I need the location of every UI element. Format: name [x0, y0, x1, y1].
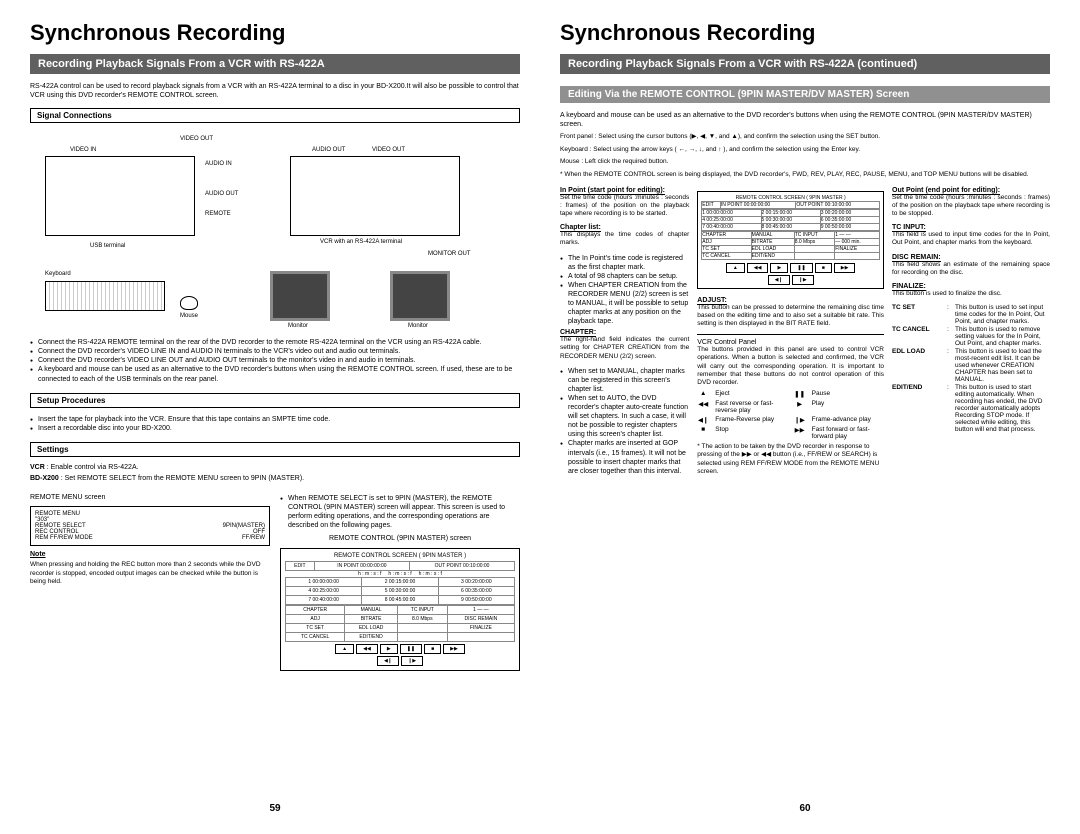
connection-bullets: Connect the RS-422A REMOTE terminal on t… — [30, 338, 520, 383]
control-line: Keyboard : Select using the arrow keys (… — [560, 146, 1050, 154]
def-text: This displays the time codes of chapter … — [560, 231, 689, 247]
rew-icon: ◀◀ — [356, 644, 378, 654]
vcr-panel-title: VCR Control Panel — [697, 339, 884, 346]
vcr-control-panel: VCR Control Panel The buttons provided i… — [697, 334, 884, 476]
dvd-recorder-device — [45, 156, 195, 236]
stop-icon: ■ — [424, 644, 441, 654]
frame-fwd-icon: ❙▶ — [401, 656, 423, 666]
note-label: Note — [30, 550, 270, 559]
control-line: * When the REMOTE CONTROL screen is bein… — [560, 171, 1050, 179]
eject-icon: ▲ — [697, 390, 709, 398]
eject-icon: ▲ — [335, 644, 354, 654]
page-59: Synchronous Recording Recording Playback… — [30, 20, 520, 814]
setting-key: BD-X200 — [30, 475, 59, 482]
bullet: Insert the tape for playback into the VC… — [30, 415, 520, 424]
vcr-note: * The action to be taken by the DVD reco… — [697, 443, 884, 477]
ff-icon: ▶▶ — [443, 644, 465, 654]
def-text: Set the time code (hours :minutes : seco… — [892, 194, 1050, 218]
signal-connections-label: Signal Connections — [30, 108, 520, 123]
setting-val: : Enable control via RS-422A. — [47, 464, 139, 471]
play-icon: ▶ — [380, 644, 398, 654]
remote-control-screen: REMOTE CONTROL SCREEN ( 9PIN MASTER ) ED… — [280, 548, 520, 671]
setup-procedures-label: Setup Procedures — [30, 393, 520, 408]
vcr-device — [290, 156, 460, 236]
control-line: Front panel : Select using the cursor bu… — [560, 133, 1050, 141]
pause-icon: ❚❚ — [794, 390, 806, 398]
label-video-out2: VIDEO OUT — [372, 147, 405, 153]
keyboard-device — [45, 281, 165, 311]
def-text: The right-hand field indicates the curre… — [560, 336, 689, 360]
bullet: Chapter marks are inserted at GOP interv… — [560, 439, 689, 475]
note-text: When pressing and holding the REC button… — [30, 561, 270, 586]
section-heading: Recording Playback Signals From a VCR wi… — [560, 54, 1050, 74]
control-line: Mouse : Left click the required button. — [560, 158, 1050, 166]
label-keyboard: Keyboard — [45, 271, 71, 277]
def-text: This field is used to input time codes f… — [892, 231, 1050, 247]
def-text: Set the time code (hours :minutes : seco… — [560, 194, 689, 218]
bullet: The In Point's time code is registered a… — [560, 254, 689, 272]
stop-icon: ■ — [697, 426, 709, 440]
page-title: Synchronous Recording — [560, 20, 1050, 46]
subsection-heading: Editing Via the REMOTE CONTROL (9PIN MAS… — [560, 86, 1050, 103]
page-number: 59 — [30, 803, 520, 814]
play-icon: ▶ — [794, 400, 806, 414]
setup-bullets: Insert the tape for playback into the VC… — [30, 415, 520, 433]
label-audio-out: AUDIO OUT — [205, 191, 238, 197]
section-heading: Recording Playback Signals From a VCR wi… — [30, 54, 520, 74]
label-monitor2: Monitor — [408, 323, 428, 329]
ff-icon: ▶▶ — [794, 426, 806, 440]
bullet: When CHAPTER CREATION from the RECORDER … — [560, 281, 689, 326]
intro-text: RS-422A control can be used to record pl… — [30, 82, 520, 100]
pause-icon: ❚❚ — [400, 644, 422, 654]
monitor-2 — [390, 271, 450, 321]
bullet: When set to AUTO, the DVD recorder's cha… — [560, 394, 689, 439]
bullet: Connect the DVD recorder's VIDEO LINE IN… — [30, 347, 520, 356]
page-number: 60 — [560, 803, 1050, 814]
remote-screen-caption: REMOTE CONTROL (9PIN MASTER) screen — [280, 534, 520, 543]
monitor-1 — [270, 271, 330, 321]
frame-rev-icon: ◀❙ — [697, 416, 709, 424]
def-text: This button is used to finalize the disc… — [892, 290, 1050, 298]
label-remote: REMOTE — [205, 211, 231, 217]
label-vcr-term: VCR with an RS-422A terminal — [320, 239, 402, 245]
label-mouse: Mouse — [180, 313, 198, 319]
label-audio-out2: AUDIO OUT — [312, 147, 345, 153]
remote-menu-caption: REMOTE MENU screen — [30, 493, 270, 502]
bullet: Insert a recordable disc into your BD-X2… — [30, 424, 520, 433]
remote-menu-screen: REMOTE MENU "303" REMOTE SELECT9PIN(MAST… — [30, 506, 270, 546]
def-text: This field shows an estimate of the rema… — [892, 261, 1050, 277]
rew-icon: ◀◀ — [697, 400, 709, 414]
label-audio-in: AUDIO IN — [205, 161, 232, 167]
label-monitor1: Monitor — [288, 323, 308, 329]
bullet: Connect the DVD recorder's VIDEO LINE OU… — [30, 356, 520, 365]
bullet: When set to MANUAL, chapter marks can be… — [560, 367, 689, 394]
def-text: This button can be pressed to determine … — [697, 304, 884, 328]
settings-rows: VCR : Enable control via RS-422A. BD-X20… — [30, 461, 520, 485]
setting-key: VCR — [30, 464, 45, 471]
bullet: A keyboard and mouse can be used as an a… — [30, 365, 520, 383]
remote-control-screen-callout: REMOTE CONTROL SCREEN ( 9PIN MASTER ) ED… — [697, 191, 884, 289]
label-video-in: VIDEO IN — [70, 147, 96, 153]
page-60: Synchronous Recording Recording Playback… — [560, 20, 1050, 814]
mouse-device — [180, 296, 198, 310]
vcr-panel-text: The buttons provided in this panel are u… — [697, 346, 884, 387]
label-monitor-out: MONITOR OUT — [428, 251, 471, 257]
intro-text: A keyboard and mouse can be used as an a… — [560, 111, 1050, 129]
label-video-out: VIDEO OUT — [180, 136, 213, 142]
page-title: Synchronous Recording — [30, 20, 520, 46]
setting-val: : Set REMOTE SELECT from the REMOTE MENU… — [61, 475, 304, 482]
frame-fwd-icon: ❙▶ — [794, 416, 806, 424]
bullet: A total of 98 chapters can be setup. — [560, 272, 689, 281]
label-usb: USB terminal — [90, 243, 125, 249]
button-definitions: TC SET:This button is used to set input … — [892, 304, 1050, 433]
settings-para: When REMOTE SELECT is set to 9PIN (MASTE… — [280, 494, 520, 530]
frame-rev-icon: ◀❙ — [377, 656, 399, 666]
connection-diagram: VIDEO OUT VIDEO IN AUDIO IN AUDIO OUT AU… — [30, 131, 520, 331]
bullet: Connect the RS-422A REMOTE terminal on t… — [30, 338, 520, 347]
settings-label: Settings — [30, 442, 520, 457]
